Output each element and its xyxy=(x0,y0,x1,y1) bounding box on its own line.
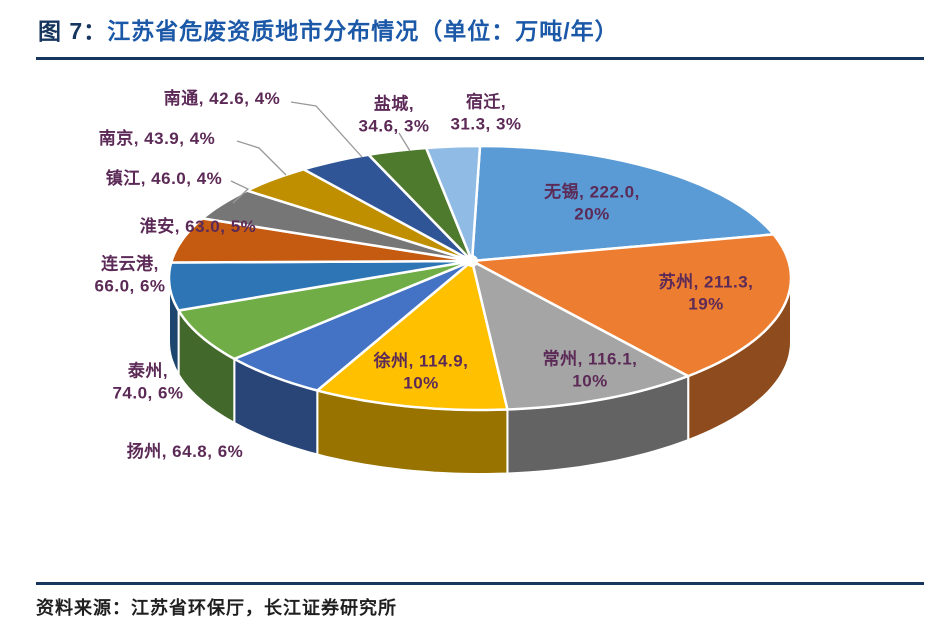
pie-slice[interactable] xyxy=(233,259,474,392)
pie-slice[interactable] xyxy=(177,259,474,361)
label-leader-line xyxy=(290,101,363,158)
pie-slice[interactable] xyxy=(424,144,482,263)
pie-slice[interactable] xyxy=(302,153,474,263)
pie-slice[interactable] xyxy=(470,144,775,263)
label-leader-line xyxy=(236,140,287,176)
title-divider-rule xyxy=(36,57,924,60)
pie-slice[interactable] xyxy=(167,259,474,312)
pie-center-highlight xyxy=(466,255,478,267)
label-leader-line xyxy=(398,132,411,152)
pie-slice[interactable] xyxy=(245,168,474,263)
pie-slice[interactable] xyxy=(169,217,474,264)
label-leader-line xyxy=(230,180,250,204)
pie-slice[interactable] xyxy=(470,233,793,378)
footer-divider-rule xyxy=(36,582,924,585)
pie-slice[interactable] xyxy=(470,259,690,411)
pie-slice[interactable] xyxy=(201,189,474,263)
source-note: 资料来源：江苏省环保厅，长江证券研究所 xyxy=(36,598,397,618)
figure-number: 图 7： xyxy=(38,18,108,44)
pie-slice[interactable] xyxy=(316,259,509,412)
pie-slice[interactable] xyxy=(367,146,474,263)
figure-title: 图 7：江苏省危废资质地市分布情况（单位：万吨/年） xyxy=(38,12,619,46)
figure-title-text: 江苏省危废资质地市分布情况（单位：万吨/年） xyxy=(107,18,619,44)
